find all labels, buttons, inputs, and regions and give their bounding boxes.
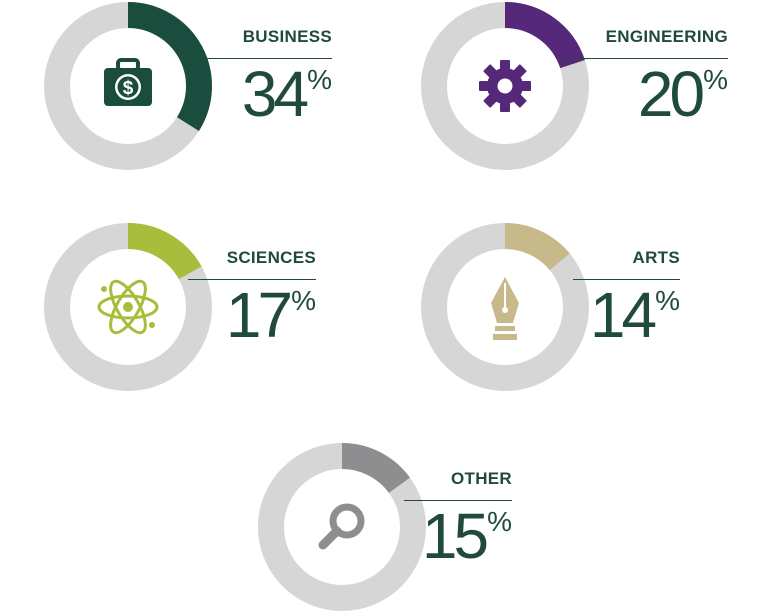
label-engineering: ENGINEERING bbox=[605, 27, 728, 46]
svg-text:$: $ bbox=[123, 78, 134, 99]
donut-other bbox=[258, 443, 426, 611]
percent-sign-other: % bbox=[487, 506, 512, 537]
divider-engineering bbox=[565, 58, 728, 59]
value-other: 15 bbox=[421, 500, 489, 572]
percent-sciences: 17% bbox=[188, 283, 316, 347]
donut-business: $ bbox=[44, 2, 212, 170]
divider-business bbox=[180, 58, 332, 59]
value-business: 34 bbox=[241, 58, 309, 130]
label-sciences: SCIENCES bbox=[226, 248, 316, 267]
atom-icon bbox=[97, 279, 159, 335]
label-arts: ARTS bbox=[632, 248, 680, 267]
donut-segment-arts bbox=[504, 223, 570, 271]
label-other: OTHER bbox=[451, 469, 512, 488]
percent-business: 34% bbox=[180, 62, 332, 126]
donut-sciences bbox=[44, 223, 212, 391]
divider-arts bbox=[573, 279, 680, 280]
gear-icon bbox=[479, 60, 531, 112]
value-arts: 14 bbox=[589, 279, 657, 351]
donut-engineering bbox=[421, 2, 589, 170]
pen-nib-icon bbox=[491, 277, 519, 340]
label-business: BUSINESS bbox=[242, 27, 332, 46]
donut-segment-other bbox=[341, 443, 410, 494]
percent-sign-sciences: % bbox=[291, 285, 316, 316]
donut-segment-business bbox=[127, 2, 212, 131]
percent-engineering: 20% bbox=[565, 62, 728, 126]
money-briefcase-icon: $ bbox=[104, 58, 152, 106]
percent-other: 15% bbox=[404, 504, 512, 568]
percent-sign-arts: % bbox=[655, 285, 680, 316]
percent-sign-engineering: % bbox=[703, 64, 728, 95]
value-engineering: 20 bbox=[637, 58, 705, 130]
value-sciences: 17 bbox=[225, 279, 293, 351]
percent-sign-business: % bbox=[307, 64, 332, 95]
divider-sciences bbox=[188, 279, 316, 280]
percent-arts: 14% bbox=[573, 283, 680, 347]
divider-other bbox=[404, 500, 512, 501]
donut-arts bbox=[421, 223, 589, 391]
donut-segment-sciences bbox=[127, 223, 202, 280]
magnifier-icon bbox=[318, 503, 365, 550]
donut-segment-engineering bbox=[504, 2, 585, 69]
